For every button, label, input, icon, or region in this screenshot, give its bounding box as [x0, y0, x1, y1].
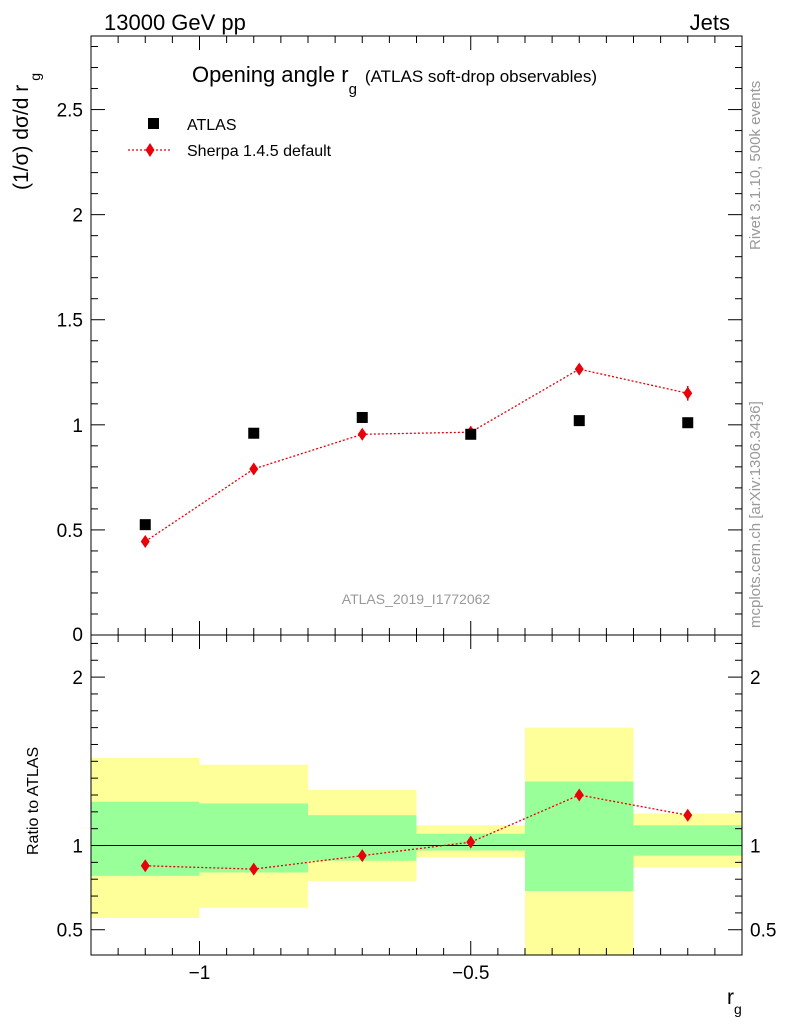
atlas-point — [248, 427, 260, 439]
mcplots-label: mcplots.cern.ch [arXiv:1306.3436] — [747, 401, 764, 628]
sherpa-line — [144, 368, 688, 543]
legend-marker-sherpa — [145, 143, 155, 157]
atlas-point — [682, 417, 694, 429]
analysis-id-watermark: ATLAS_2019_I1772062 — [342, 591, 491, 607]
main-y-tick-label: 0.5 — [57, 521, 83, 542]
ratio-sherpa-point — [249, 862, 259, 876]
ratio-sherpa-point — [466, 835, 476, 849]
main-y-tick-label-zero: 0 — [72, 625, 83, 646]
x-tick-label: −0.5 — [452, 963, 490, 984]
atlas-point — [356, 411, 368, 423]
ratio-y-axis-label: Ratio to ATLAS — [25, 747, 42, 855]
main-y-axis-label-subscript: g — [27, 73, 43, 81]
ratio-sherpa-point — [140, 859, 150, 873]
sherpa-point — [140, 534, 150, 548]
main-y-axis-label-main: (1/σ) dσ/d r — [10, 85, 33, 190]
plot-title-main: Opening angle r — [192, 62, 349, 87]
main-plot-panel: 0.511.522.50 Opening angle rg(ATLAS soft… — [10, 35, 743, 646]
ratio-y-tick-label-left: 1 — [72, 837, 83, 858]
ratio-plot-panel: 0.5 0.5 1 1 2 2 −1 −0.5 Ratio to ATLAS rg — [25, 634, 776, 1017]
main-y-tick-label: 2 — [72, 206, 83, 227]
process-label: Jets — [690, 10, 730, 35]
ratio-y-tick-label-right: 2 — [750, 668, 761, 689]
legend: ATLAS Sherpa 1.4.5 default — [128, 117, 332, 160]
ratio-band-inner — [633, 825, 742, 856]
ratio-sherpa-line — [145, 794, 688, 870]
rivet-version-label: Rivet 3.1.10, 500k events — [747, 81, 764, 250]
ratio-y-tick-label-left: 0.5 — [57, 921, 83, 942]
ratio-sherpa-point — [357, 849, 367, 863]
sherpa-point — [249, 462, 259, 476]
plot-title-rest: (ATLAS soft-drop observables) — [365, 67, 597, 86]
legend-marker-atlas — [148, 118, 159, 129]
x-axis-label: rg — [727, 986, 742, 1017]
main-y-tick-label: 1 — [72, 416, 83, 437]
main-y-tick-label: 1.5 — [57, 311, 83, 332]
x-tick-label: −1 — [189, 963, 211, 984]
plot-title-subscript: g — [349, 81, 357, 98]
main-y-tick-label: 2.5 — [57, 101, 83, 122]
sherpa-point — [683, 386, 693, 400]
ratio-sherpa-point — [683, 808, 693, 822]
ratio-y-tick-label-right: 0.5 — [750, 921, 776, 942]
legend-label-sherpa: Sherpa 1.4.5 default — [187, 143, 332, 160]
ratio-band-inner — [199, 803, 308, 873]
sherpa-point — [357, 427, 367, 441]
atlas-point — [465, 428, 477, 440]
ratio-sherpa-point — [574, 788, 584, 802]
atlas-point — [573, 415, 585, 427]
main-y-axis-label: (1/σ) dσ/d r g — [10, 73, 43, 190]
x-axis-label-main: r — [727, 986, 734, 1009]
ratio-y-tick-label-right: 1 — [750, 837, 761, 858]
ratio-y-tick-label-left: 2 — [72, 668, 83, 689]
plot-title: Opening angle rg (ATLAS soft-drop observa… — [192, 62, 597, 98]
sherpa-point — [574, 362, 584, 376]
x-axis-label-subscript: g — [734, 1001, 742, 1017]
energy-label: 13000 GeV pp — [104, 10, 246, 35]
legend-label-atlas: ATLAS — [187, 117, 237, 134]
atlas-point — [139, 519, 151, 531]
